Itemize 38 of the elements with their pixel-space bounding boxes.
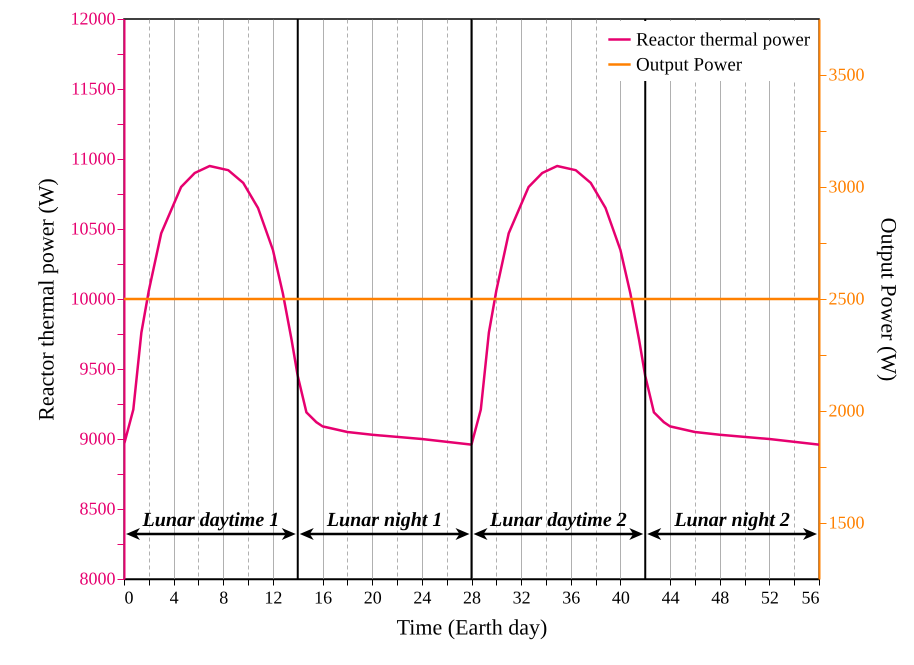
x-tick-label: 16 [314, 588, 332, 608]
y2-tick-label: 3500 [828, 64, 864, 84]
y-tick-label: 12000 [70, 8, 116, 28]
y-tick-label: 8000 [80, 568, 116, 588]
y2-tick-label: 2500 [828, 288, 864, 308]
x-tick-label: 32 [512, 588, 531, 608]
legend-label: Output Power [636, 54, 743, 76]
x-tick-label: 56 [802, 588, 820, 608]
annotation: Lunar daytime 1 [142, 509, 280, 531]
x-tick-label: 40 [612, 588, 630, 608]
annotation: Lunar night 1 [326, 509, 442, 531]
y-tick-label: 10000 [70, 288, 116, 308]
y2-tick-label: 1500 [828, 512, 864, 532]
y-tick-label: 11500 [71, 78, 116, 98]
x-tick-label: 24 [413, 588, 432, 608]
x-tick-label: 4 [170, 588, 179, 608]
x-tick-label: 36 [562, 588, 580, 608]
x-tick-label: 12 [264, 588, 282, 608]
x-tick-label: 20 [364, 588, 382, 608]
legend-label: Reactor thermal power [636, 30, 811, 50]
x-axis-title: Time (Earth day) [396, 614, 548, 640]
x-tick-label: 48 [711, 588, 730, 608]
annotation: Lunar night 2 [673, 509, 790, 531]
y2-tick-label: 2000 [828, 400, 864, 420]
y-tick-label: 10500 [70, 218, 116, 238]
y-axis-title: Reactor thermal power (W) [34, 178, 58, 421]
y-tick-label: 9000 [80, 428, 116, 448]
x-tick-label: 52 [760, 588, 779, 608]
annotation: Lunar daytime 2 [489, 509, 627, 531]
x-tick-label: 28 [463, 588, 481, 608]
y2-axis-title: Output Power (W) [876, 218, 902, 382]
y-tick-label: 9500 [80, 358, 116, 378]
y-tick-label: 8500 [80, 498, 116, 518]
x-tick-label: 0 [124, 588, 134, 608]
y2-tick-label: 3000 [828, 176, 864, 196]
x-tick-label: 44 [662, 588, 680, 608]
x-tick-label: 8 [219, 588, 228, 608]
y-tick-label: 11000 [71, 148, 116, 168]
